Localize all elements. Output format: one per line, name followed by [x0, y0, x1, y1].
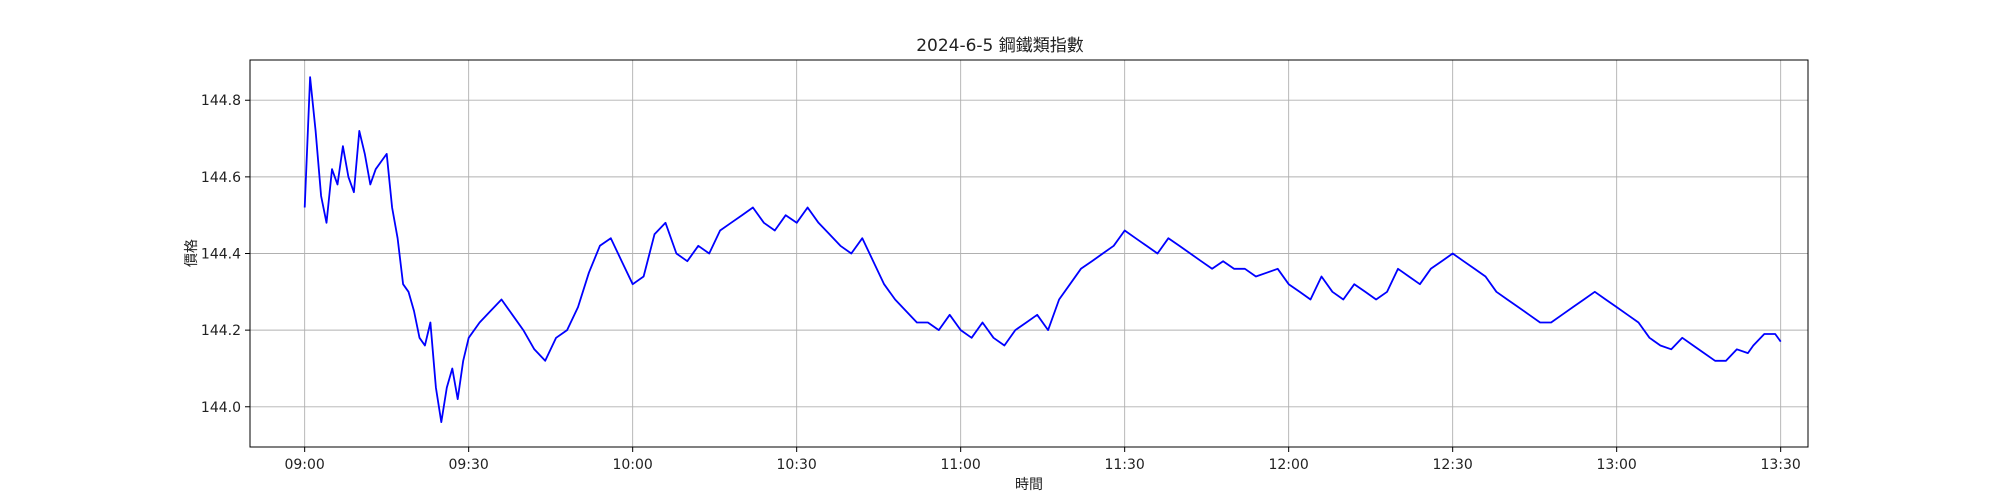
- x-tick-label: 13:00: [1596, 457, 1636, 473]
- y-tick-label: 144.6: [201, 170, 241, 186]
- x-tick-label: 13:30: [1760, 457, 1800, 473]
- x-axis-label: 時間: [1015, 477, 1043, 493]
- x-tick-label: 11:00: [940, 457, 980, 473]
- series-layer: [303, 76, 1782, 424]
- y-tick-label: 144.2: [201, 323, 241, 339]
- y-tick-label: 144.4: [201, 247, 241, 263]
- x-tick-label: 11:30: [1104, 457, 1144, 473]
- x-tick-label: 09:30: [448, 457, 488, 473]
- x-tick-label: 10:30: [776, 457, 816, 473]
- chart-title: 2024-6-5 鋼鐵類指數: [916, 36, 1084, 56]
- x-tick-label: 12:00: [1268, 457, 1308, 473]
- x-axis-ticks: 09:00 09:30 10:00 10:30 11:00 11:30 12:00 12:30…: [284, 447, 1801, 473]
- y-tick-label: 144.0: [201, 400, 241, 416]
- grid-lines: [250, 60, 1808, 447]
- y-axis-ticks: 144.0 144.2 144.4 144.6 144.8: [201, 93, 250, 416]
- y-axis-label: 價格: [183, 239, 200, 267]
- price-series-line: [303, 76, 1782, 424]
- x-tick-label: 12:30: [1432, 457, 1472, 473]
- x-tick-label: 10:00: [612, 457, 652, 473]
- y-tick-label: 144.8: [201, 93, 241, 109]
- x-tick-label: 09:00: [284, 457, 324, 473]
